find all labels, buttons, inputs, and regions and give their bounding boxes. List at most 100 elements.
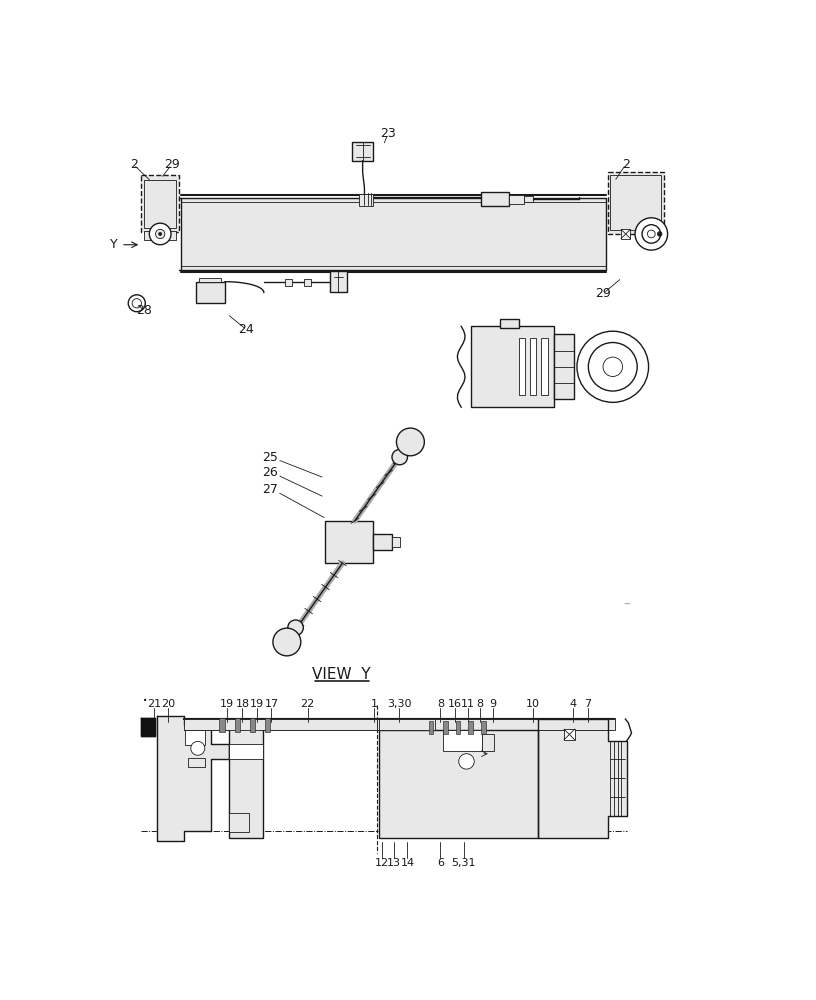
Bar bbox=[228, 813, 250, 832]
Text: –: – bbox=[623, 598, 630, 612]
Polygon shape bbox=[539, 719, 627, 838]
Bar bbox=[379, 719, 435, 730]
Bar bbox=[144, 231, 176, 240]
Bar bbox=[180, 198, 606, 270]
Bar bbox=[196, 282, 225, 303]
Bar bbox=[455, 721, 460, 734]
Text: 10: 10 bbox=[526, 699, 540, 709]
Text: 14: 14 bbox=[401, 858, 415, 868]
Text: 11: 11 bbox=[460, 699, 475, 709]
Circle shape bbox=[658, 232, 662, 236]
Text: 13: 13 bbox=[387, 858, 401, 868]
Circle shape bbox=[149, 223, 171, 245]
Text: 19: 19 bbox=[250, 699, 264, 709]
Bar bbox=[184, 719, 377, 730]
Bar bbox=[373, 534, 392, 550]
Bar bbox=[325, 521, 373, 563]
Text: .: . bbox=[142, 686, 149, 705]
Bar bbox=[443, 721, 448, 734]
Bar bbox=[185, 730, 205, 745]
Text: 24: 24 bbox=[238, 323, 254, 336]
Text: 1: 1 bbox=[370, 699, 378, 709]
Bar bbox=[250, 718, 255, 732]
Bar bbox=[228, 719, 264, 838]
Bar bbox=[481, 192, 508, 206]
Circle shape bbox=[288, 620, 304, 635]
Text: 6: 6 bbox=[437, 858, 444, 868]
Bar bbox=[285, 279, 292, 286]
Bar bbox=[304, 279, 312, 286]
Text: 29: 29 bbox=[596, 287, 611, 300]
Text: 19: 19 bbox=[220, 699, 234, 709]
Bar bbox=[359, 194, 374, 206]
Text: 21: 21 bbox=[148, 699, 162, 709]
Bar bbox=[235, 718, 240, 732]
Circle shape bbox=[132, 299, 141, 308]
Polygon shape bbox=[141, 718, 155, 736]
Bar bbox=[144, 180, 176, 228]
Bar bbox=[141, 175, 180, 232]
Bar bbox=[377, 719, 615, 730]
Text: 4: 4 bbox=[570, 699, 577, 709]
Bar bbox=[610, 175, 661, 230]
Circle shape bbox=[156, 229, 165, 239]
Bar bbox=[482, 734, 494, 751]
Text: 23: 23 bbox=[380, 127, 396, 140]
Text: 2: 2 bbox=[622, 158, 630, 171]
Text: 29: 29 bbox=[164, 158, 180, 171]
Bar bbox=[228, 744, 264, 759]
Circle shape bbox=[647, 230, 655, 238]
Bar bbox=[352, 142, 374, 161]
Circle shape bbox=[459, 754, 474, 769]
Bar bbox=[564, 729, 574, 740]
Bar bbox=[524, 196, 534, 202]
Bar bbox=[481, 721, 486, 734]
Circle shape bbox=[158, 232, 162, 235]
Bar bbox=[621, 229, 631, 239]
Text: 2: 2 bbox=[130, 158, 138, 171]
Bar bbox=[442, 730, 482, 751]
Text: 8: 8 bbox=[437, 699, 444, 709]
Bar bbox=[330, 271, 347, 292]
Text: Y: Y bbox=[109, 238, 118, 251]
Bar bbox=[220, 718, 225, 732]
Bar bbox=[188, 758, 205, 767]
Circle shape bbox=[128, 295, 145, 312]
Text: 9: 9 bbox=[490, 699, 496, 709]
Text: 12: 12 bbox=[375, 858, 388, 868]
Bar bbox=[379, 730, 539, 838]
Circle shape bbox=[642, 225, 661, 243]
Text: VIEW  Y: VIEW Y bbox=[312, 667, 370, 682]
Text: 17: 17 bbox=[264, 699, 278, 709]
Circle shape bbox=[588, 343, 637, 391]
Bar bbox=[199, 278, 221, 282]
Bar bbox=[554, 334, 574, 399]
Circle shape bbox=[397, 428, 424, 456]
Circle shape bbox=[392, 449, 407, 465]
Text: 8: 8 bbox=[477, 699, 484, 709]
Text: 27: 27 bbox=[262, 483, 277, 496]
Bar bbox=[265, 718, 270, 732]
Text: 18: 18 bbox=[235, 699, 250, 709]
Bar bbox=[471, 326, 554, 407]
Circle shape bbox=[603, 357, 623, 376]
Text: 7: 7 bbox=[584, 699, 592, 709]
Bar bbox=[468, 721, 473, 734]
Circle shape bbox=[577, 331, 649, 402]
Text: 28: 28 bbox=[135, 304, 152, 317]
Bar bbox=[608, 172, 663, 234]
Bar bbox=[530, 338, 536, 395]
Text: 3,30: 3,30 bbox=[387, 699, 411, 709]
Bar bbox=[541, 338, 548, 395]
Circle shape bbox=[635, 218, 667, 250]
Bar bbox=[392, 537, 400, 547]
Bar bbox=[508, 195, 524, 204]
Text: 20: 20 bbox=[162, 699, 175, 709]
Bar bbox=[428, 721, 433, 734]
Text: 22: 22 bbox=[300, 699, 315, 709]
Text: 5,31: 5,31 bbox=[451, 858, 476, 868]
Text: 26: 26 bbox=[262, 466, 277, 479]
Text: 25: 25 bbox=[262, 451, 277, 464]
Circle shape bbox=[191, 741, 205, 755]
Bar bbox=[519, 338, 526, 395]
